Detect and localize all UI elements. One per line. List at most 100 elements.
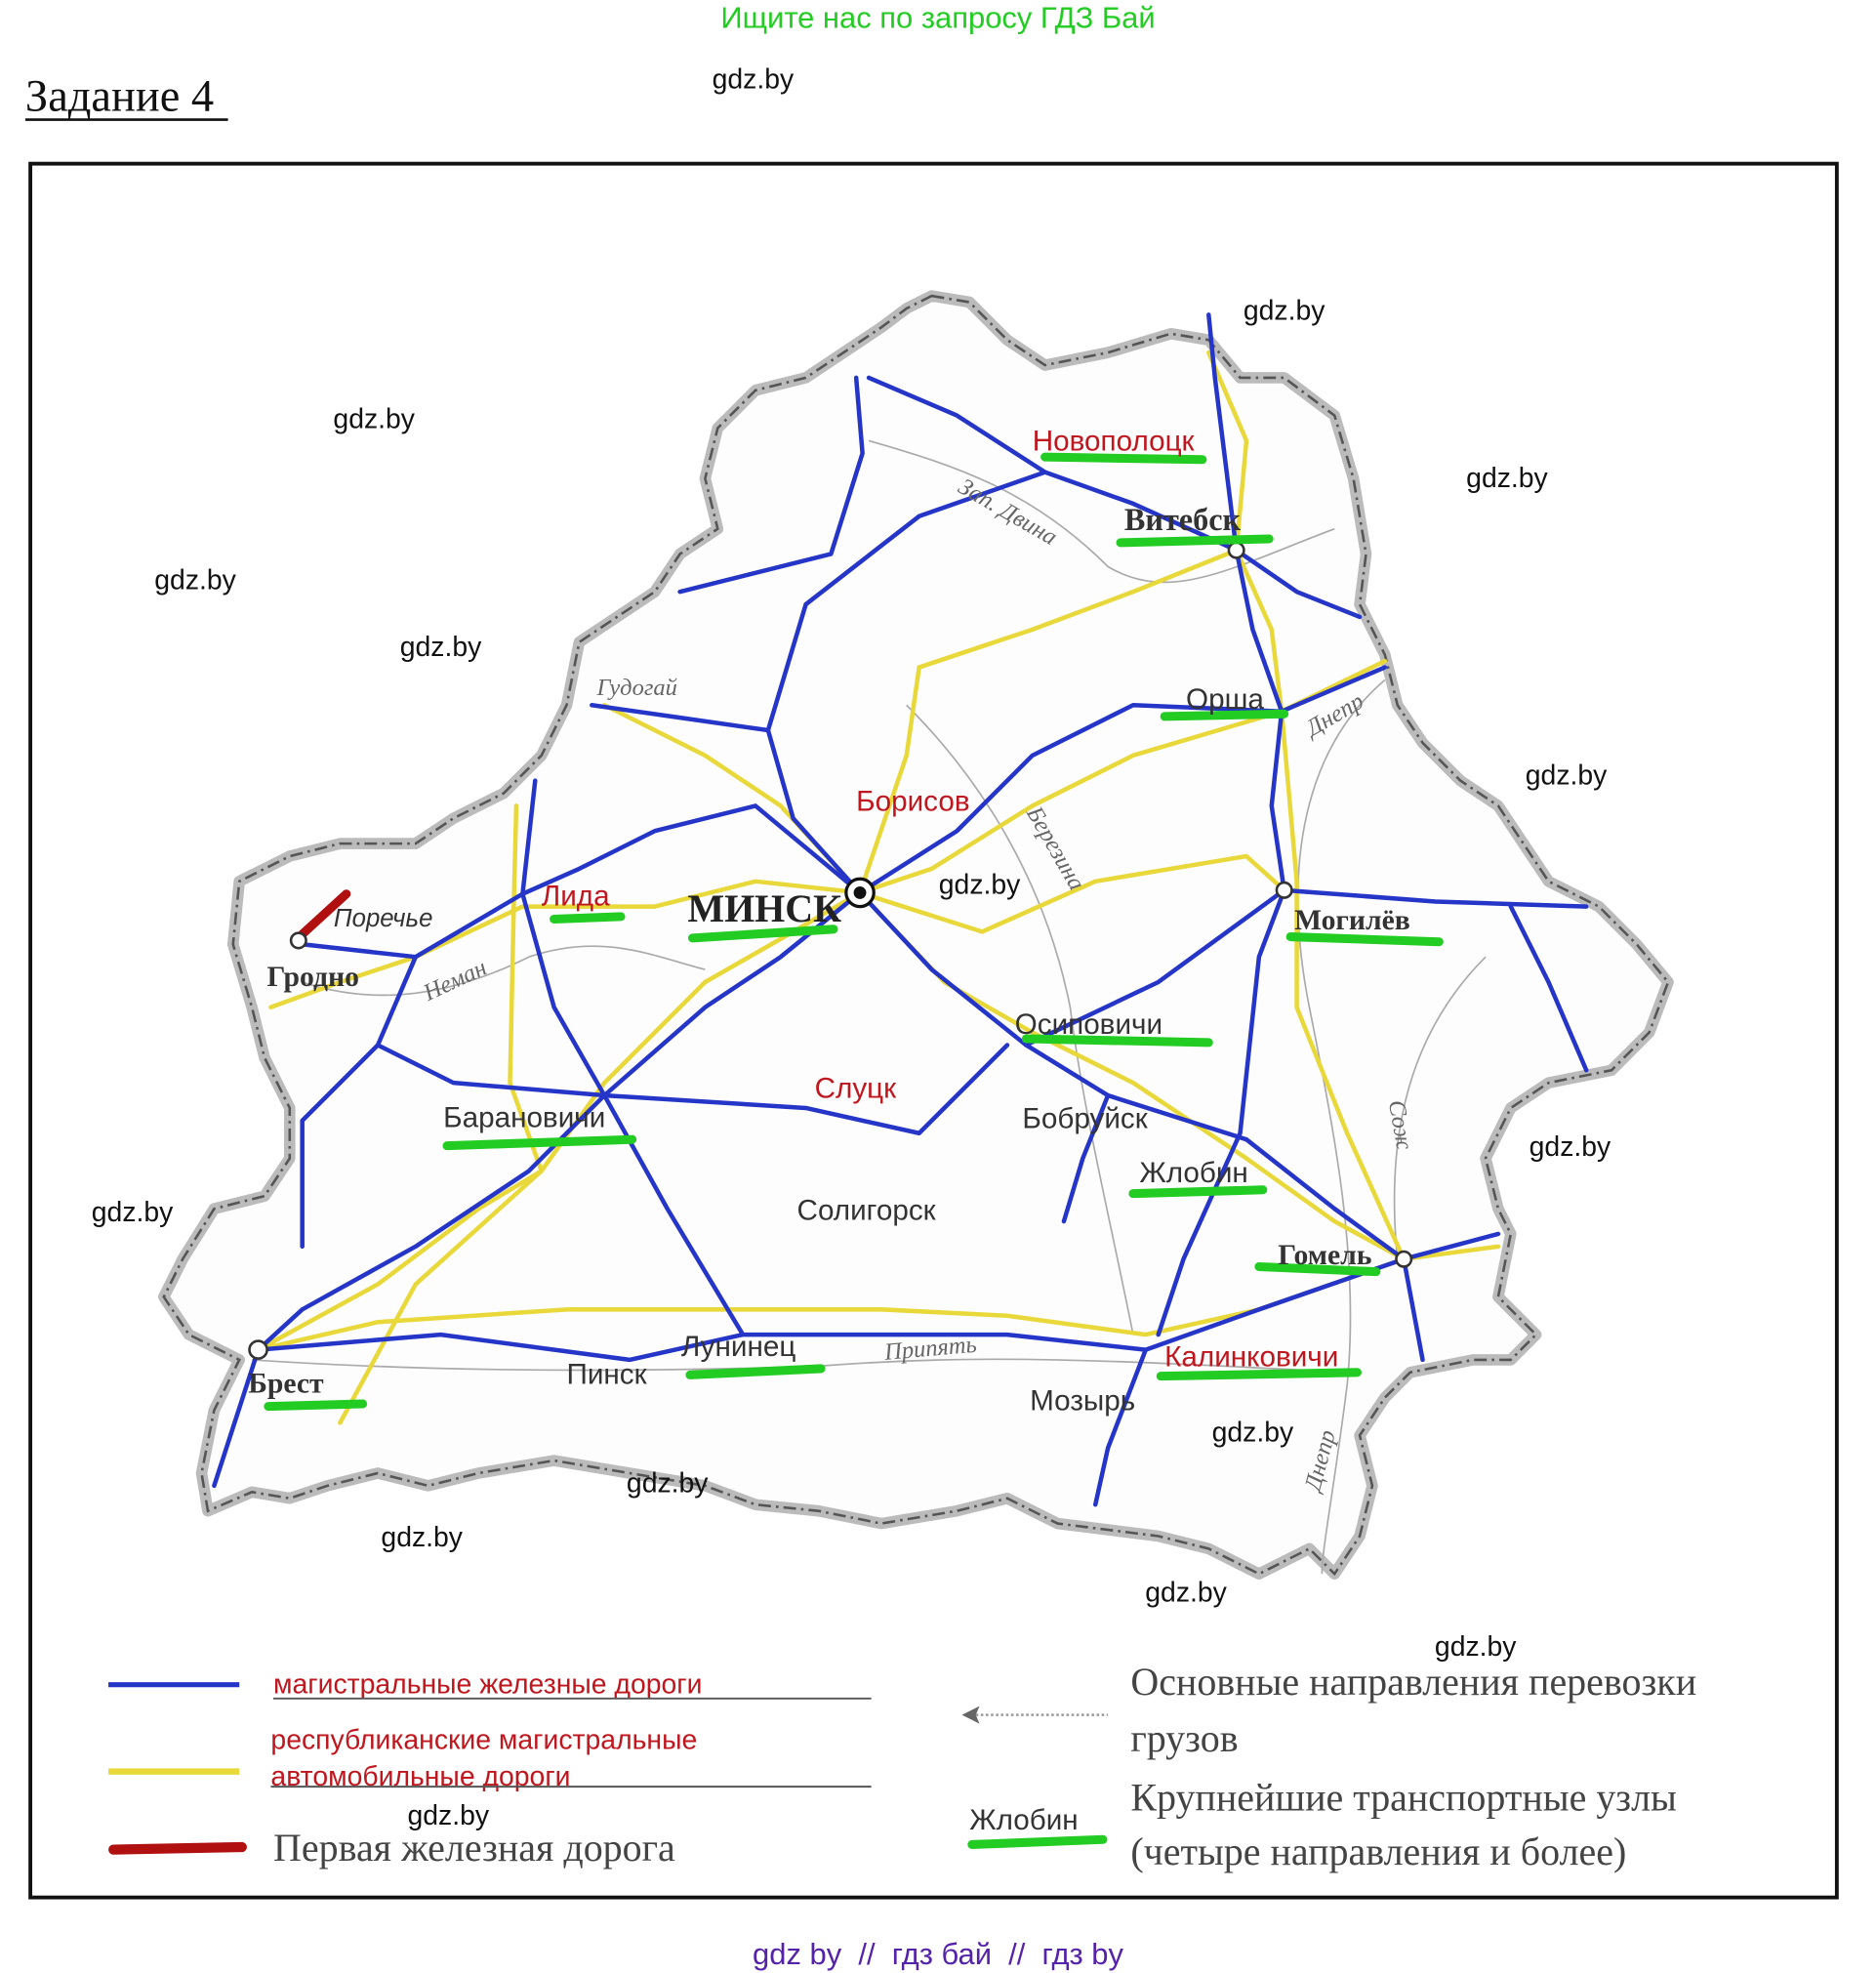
promo-text: Ищите нас по запросу ГДЗ Бай	[720, 0, 1155, 34]
legend-cargo-label-2: грузов	[1130, 1716, 1238, 1760]
hub-osipovichi	[1021, 1034, 1213, 1048]
watermark: gdz.by	[713, 63, 795, 95]
watermark: gdz.by	[627, 1467, 709, 1499]
vitebsk-marker-icon	[1227, 541, 1245, 559]
road-lida-baranovichi	[508, 803, 544, 1173]
rail-orsha-zhlobin	[1156, 709, 1286, 1337]
label-soligorsk: Солигорск	[797, 1195, 937, 1227]
hub-markers	[264, 452, 1444, 1412]
hub-baranovichi	[442, 1134, 637, 1151]
rail-gomel-brest	[256, 1256, 1407, 1363]
label-borisov: Борисов	[856, 786, 969, 818]
rail-mogilev-east	[1282, 887, 1589, 909]
legend-first-railway-swatch	[108, 1841, 247, 1855]
legend-hub-example: Жлобин	[969, 1804, 1078, 1836]
hub-luninets	[685, 1364, 826, 1379]
watermark: gdz.by	[1244, 296, 1325, 327]
grodno-marker-icon	[289, 931, 307, 950]
road-baranovichi-brest	[338, 1169, 544, 1425]
brest-marker-icon	[248, 1339, 268, 1360]
hub-kalinkovichi	[1156, 1368, 1362, 1381]
hub-vitebsk	[1116, 534, 1274, 548]
legend-railway-label: магистральные железные дороги	[273, 1669, 702, 1701]
watermark: gdz.by	[1526, 760, 1608, 791]
watermark: gdz.by	[400, 632, 482, 663]
rail-zhlobin-bobruisk	[1061, 1092, 1111, 1224]
rail-grodno-baranovichi	[375, 954, 607, 1098]
rail-polotsk-north	[677, 375, 865, 595]
watermark: gdz.by	[381, 1522, 463, 1553]
legend: магистральные железные дороги республика…	[108, 1660, 1696, 1873]
watermark: gdz.by	[92, 1197, 174, 1228]
first-railway-line	[298, 889, 351, 939]
mogilev-marker-icon	[1275, 881, 1293, 899]
label-mogilev: Могилёв	[1294, 905, 1410, 936]
watermarks: gdz.by gdz.by gdz.by gdz.by gdz.by gdz.b…	[92, 63, 1611, 1831]
watermark: gdz.by	[1435, 1631, 1517, 1663]
legend-arrow-left-icon	[961, 1706, 980, 1724]
watermark: gdz.by	[1466, 463, 1548, 494]
belarus-border	[158, 290, 1674, 1580]
legend-road-label-1: республиканские магистральные	[270, 1724, 697, 1755]
rail-mogilev-osipovichi	[1024, 887, 1286, 1048]
river-berezina	[906, 704, 1134, 1336]
city-labels: Новополоцк Витебск Орша Борисов Лида Пор…	[248, 426, 1410, 1418]
footer-text: gdz by // гдз бай // гдз by	[753, 1937, 1123, 1971]
rail-gomel-south	[1401, 1256, 1425, 1363]
label-grodno: Гродно	[267, 962, 359, 993]
watermark: gdz.by	[333, 404, 415, 435]
river-neman	[302, 945, 706, 997]
label-mozyr: Мозырь	[1030, 1384, 1135, 1417]
label-osipovichi: Осиповичи	[1015, 1008, 1162, 1041]
railways	[212, 312, 1589, 1507]
hub-minsk	[687, 925, 838, 943]
legend-cargo-label-1: Основные направления перевозки	[1130, 1660, 1696, 1704]
hub-novopolotsk	[1040, 452, 1207, 465]
label-zhlobin: Жлобин	[1139, 1157, 1247, 1189]
label-vitebsk: Витебск	[1124, 502, 1242, 537]
rail-vitebsk-east	[1234, 548, 1363, 620]
city-markers	[248, 541, 1413, 1360]
label-baranovichi: Барановичи	[443, 1101, 605, 1133]
watermark: gdz.by	[154, 565, 236, 596]
rail-molodechno-west	[590, 702, 771, 733]
label-novopolotsk: Новополоцк	[1033, 426, 1196, 458]
hub-zhlobin	[1128, 1185, 1268, 1199]
road-minsk-grodno	[268, 879, 863, 1010]
label-brest: Брест	[248, 1368, 324, 1399]
rail-gomel-east	[1401, 1231, 1501, 1261]
label-porechye: Поречье	[334, 905, 433, 932]
legend-first-railway-label: Первая железная дорога	[273, 1826, 675, 1870]
label-luninets: Лунинец	[681, 1331, 795, 1363]
legend-hub-swatch	[967, 1834, 1108, 1849]
river-sozh	[1393, 956, 1487, 1259]
road-vitebsk-gomel	[1234, 548, 1407, 1261]
watermark: gdz.by	[939, 870, 1021, 901]
watermark: gdz.by	[1529, 1131, 1611, 1163]
hub-mogilev	[1285, 932, 1444, 947]
rail-baranovichi-luninets	[601, 1092, 746, 1337]
rail-minsk-orsha	[857, 665, 1388, 895]
label-slutsk: Слуцк	[815, 1073, 898, 1105]
rail-baranovichi-osipovichi	[601, 1043, 1010, 1136]
minsk-marker-dot-icon	[853, 885, 867, 899]
label-minsk: МИНСК	[687, 886, 841, 930]
hub-orsha	[1160, 709, 1289, 721]
rail-lida-north	[520, 778, 607, 1098]
rail-grodno-south	[300, 1043, 381, 1250]
hub-lida	[550, 912, 626, 925]
rail-krichev-south	[1508, 904, 1589, 1073]
label-orsha: Орша	[1186, 683, 1264, 716]
task-title: Задание 4	[25, 71, 214, 121]
label-bobruisk: Бобруйск	[1022, 1103, 1148, 1135]
legend-hubs-label-2: (четыре направления и более)	[1130, 1829, 1626, 1873]
watermark: gdz.by	[1145, 1578, 1227, 1609]
road-minsk-mogilev	[857, 853, 1286, 934]
hub-gomel	[1254, 1261, 1381, 1277]
label-gudogai: Гудогай	[595, 675, 676, 701]
hub-brest	[264, 1399, 368, 1412]
rail-kalinkovichi-south	[1092, 1347, 1149, 1507]
watermark: gdz.by	[1212, 1418, 1294, 1449]
